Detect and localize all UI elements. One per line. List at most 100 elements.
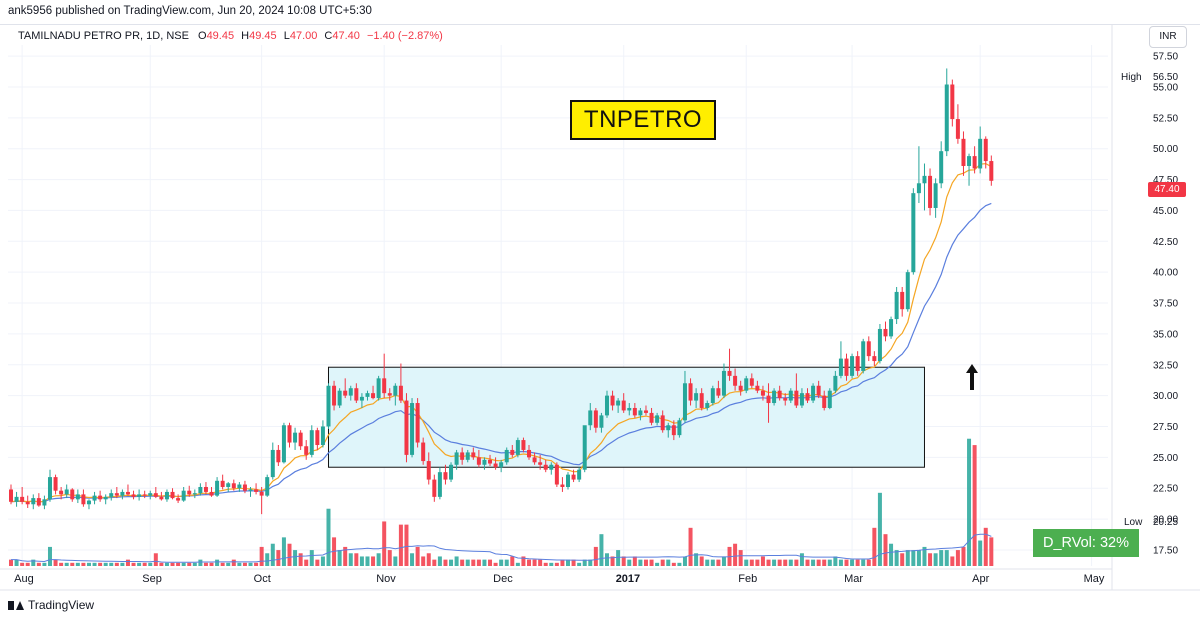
volume-bar <box>404 524 409 566</box>
volume-bar <box>293 550 298 566</box>
volume-bar <box>716 559 721 566</box>
volume-bar <box>393 556 398 566</box>
candle-body <box>482 459 487 465</box>
candle-body <box>950 84 955 120</box>
candle-body <box>226 483 231 487</box>
volume-bar <box>131 562 136 566</box>
volume-bar <box>36 562 41 566</box>
time-tick-label: Apr <box>972 573 989 585</box>
candle-body <box>588 410 593 426</box>
candle-body <box>242 484 247 491</box>
volume-bar <box>281 537 286 566</box>
symbol-name[interactable]: TAMILNADU PETRO PR, 1D, NSE <box>18 30 189 42</box>
candle-body <box>911 193 916 273</box>
volume-bar <box>905 550 910 566</box>
volume-bar <box>9 559 13 566</box>
volume-bar <box>510 556 515 566</box>
volume-bar <box>348 553 353 566</box>
candle-body <box>755 385 760 391</box>
candle-body <box>293 432 298 443</box>
volume-bar <box>783 559 788 566</box>
candle-body <box>655 415 660 423</box>
volume-bar <box>643 559 648 566</box>
candle-body <box>883 328 888 337</box>
volume-bar <box>961 546 966 566</box>
close-value: 47.40 <box>332 30 360 42</box>
volume-bar <box>805 559 810 566</box>
price-tick-label: 37.50 <box>1153 299 1178 310</box>
volume-bar <box>92 562 97 566</box>
candle-body <box>844 358 849 376</box>
open-value: 49.45 <box>206 30 235 42</box>
volume-bar <box>911 550 916 566</box>
volume-bar <box>944 550 949 566</box>
time-tick-label: Mar <box>844 573 863 585</box>
currency-button[interactable]: INR <box>1149 26 1187 48</box>
volume-bar <box>649 559 654 566</box>
volume-bar <box>983 527 988 566</box>
volume-bar <box>738 550 743 566</box>
candle-body <box>905 272 910 310</box>
volume-bar <box>460 559 465 566</box>
time-tick-label: Dec <box>493 573 513 585</box>
high-value: 49.45 <box>249 30 277 42</box>
volume-bar <box>972 445 977 566</box>
candle-body <box>14 496 19 502</box>
candle-body <box>320 426 325 446</box>
volume-bar <box>861 559 866 566</box>
candle-body <box>710 388 715 404</box>
volume-bar <box>632 556 637 566</box>
volume-bar <box>176 562 181 566</box>
price-tick-label: 25.00 <box>1153 453 1178 464</box>
tradingview-watermark[interactable]: TradingView <box>8 598 94 612</box>
candle-body <box>131 494 136 497</box>
volume-bar <box>259 546 264 566</box>
candle-body <box>42 499 47 506</box>
volume-bar <box>114 562 119 566</box>
candle-body <box>287 425 292 443</box>
candle-body <box>716 388 721 396</box>
time-tick-label: Oct <box>254 573 271 585</box>
volume-bar <box>733 543 738 566</box>
candle-body <box>471 452 476 458</box>
volume-bar <box>866 559 871 566</box>
candle-body <box>549 464 554 470</box>
header-divider <box>0 24 1200 25</box>
candle-body <box>521 440 526 450</box>
volume-bar <box>833 556 838 566</box>
volume-bar <box>777 559 782 566</box>
candle-body <box>493 463 498 468</box>
volume-bar <box>744 559 749 566</box>
candle-body <box>326 385 331 427</box>
candle-body <box>437 472 442 497</box>
volume-bar <box>287 543 292 566</box>
candle-body <box>616 400 621 406</box>
candle-body <box>103 496 108 500</box>
volume-bar <box>939 550 944 566</box>
candle-body <box>337 390 342 406</box>
volume-bar <box>616 550 621 566</box>
candle-body <box>627 407 632 411</box>
price-axis: 57.50 55.00 52.50 50.00 47.50 45.00 42.50 40.00… <box>1153 52 1178 557</box>
volume-bar <box>694 553 699 566</box>
candle-body <box>939 151 944 184</box>
candle-body <box>928 175 933 208</box>
candle-body <box>254 489 259 492</box>
candle-body <box>120 491 125 496</box>
candle-body <box>426 461 431 480</box>
volume-bar <box>877 492 882 566</box>
volume-bar <box>499 559 504 566</box>
candle-body <box>460 452 465 460</box>
candle-body <box>220 480 225 487</box>
volume-bar <box>721 556 726 566</box>
candle-body <box>415 403 420 443</box>
candlesticks <box>9 68 994 515</box>
candle-body <box>382 378 387 394</box>
candle-body <box>666 425 671 431</box>
volume-bar <box>794 559 799 566</box>
candle-body <box>916 183 921 194</box>
candle-body <box>98 495 103 500</box>
candle-body <box>20 496 25 502</box>
volume-bar <box>426 553 431 566</box>
